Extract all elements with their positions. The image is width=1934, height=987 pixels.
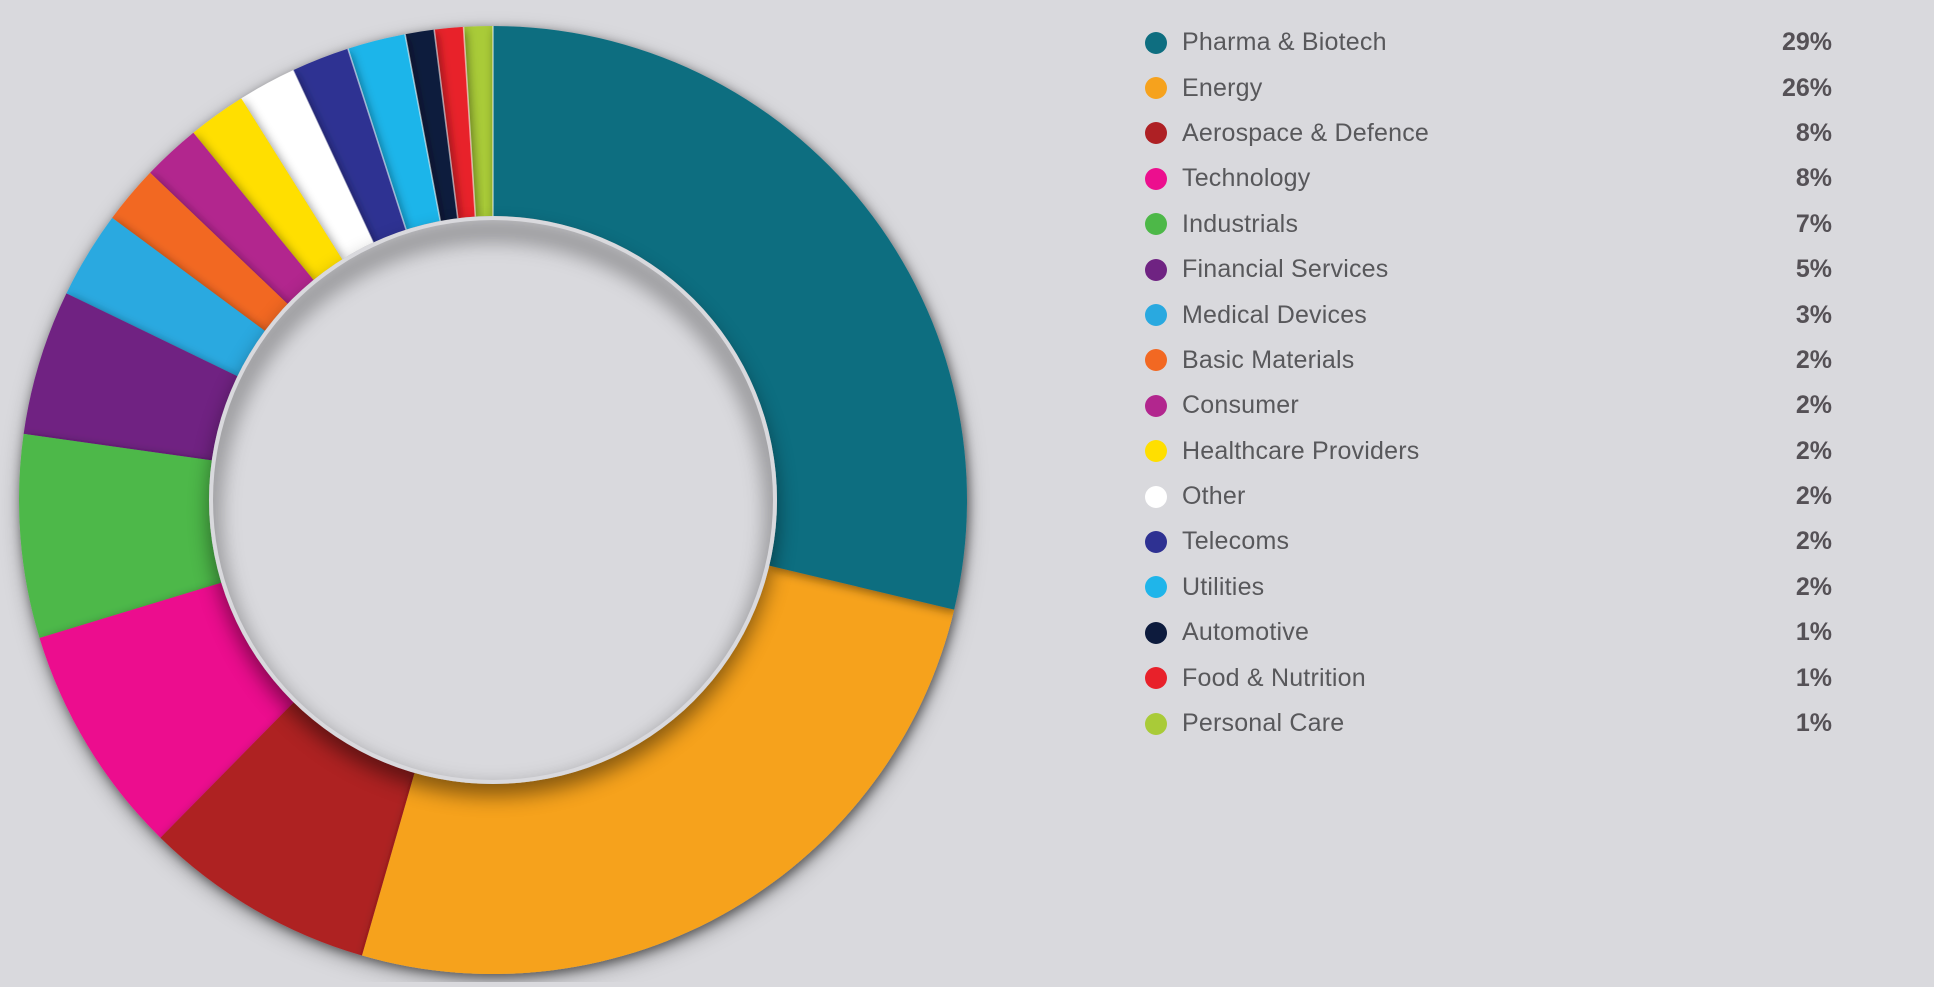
legend-label: Industrials <box>1182 209 1299 238</box>
pie-slice <box>150 132 314 304</box>
legend-item: Telecoms 2% <box>1145 519 1832 564</box>
legend-label: Automotive <box>1182 618 1310 647</box>
legend-item: Utilities 2% <box>1145 565 1832 610</box>
legend-label: Pharma & Biotech <box>1182 28 1387 57</box>
pie-slice <box>362 565 955 975</box>
legend-item: Other 2% <box>1145 474 1832 519</box>
legend-swatch <box>1145 576 1167 599</box>
legend-label: Aerospace & Defence <box>1182 118 1430 147</box>
legend-label: Food & Nutrition <box>1182 663 1366 692</box>
inner-shadow <box>213 220 773 780</box>
legend-item: Healthcare Providers 2% <box>1145 429 1832 474</box>
legend-item: Basic Materials 2% <box>1145 338 1832 383</box>
pie-slice <box>66 217 265 377</box>
legend-value: 2% <box>1795 527 1832 556</box>
legend-swatch <box>1145 440 1167 463</box>
pie-slice <box>39 582 294 838</box>
legend-value: 2% <box>1795 572 1832 601</box>
legend-swatch <box>1145 667 1167 690</box>
legend-value: 5% <box>1795 255 1832 284</box>
legend-label: Healthcare Providers <box>1182 436 1420 465</box>
legend-item: Food & Nutrition 1% <box>1145 655 1832 700</box>
legend-item: Aerospace & Defence 8% <box>1145 111 1832 156</box>
legend-value: 26% <box>1781 73 1832 102</box>
legend-swatch <box>1145 530 1167 553</box>
legend-swatch <box>1145 304 1167 327</box>
legend-value: 1% <box>1795 618 1832 647</box>
pie-slice <box>112 172 288 331</box>
slice-separator <box>347 48 407 230</box>
legend-swatch <box>1145 258 1167 281</box>
legend-value: 1% <box>1795 709 1832 738</box>
legend: Pharma & Biotech 29% Energy 26% Aerospace & … <box>1145 20 1832 746</box>
legend-swatch <box>1145 213 1167 236</box>
pie-slice <box>193 98 343 280</box>
legend-value: 1% <box>1795 663 1832 692</box>
legend-swatch <box>1145 394 1167 417</box>
legend-label: Telecoms <box>1182 527 1290 556</box>
legend-swatch <box>1145 77 1167 100</box>
legend-label: Basic Materials <box>1182 345 1355 374</box>
legend-label: Technology <box>1182 164 1311 193</box>
legend-value: 8% <box>1795 164 1832 193</box>
slice-separator <box>404 34 442 222</box>
legend-item: Technology 8% <box>1145 156 1832 201</box>
legend-label: Energy <box>1182 73 1263 102</box>
legend-label: Other <box>1182 482 1246 511</box>
legend-label: Consumer <box>1182 391 1299 420</box>
slice-separator <box>292 69 374 243</box>
legend-value: 2% <box>1795 436 1832 465</box>
pie-slice <box>160 702 415 956</box>
legend-item: Personal Care 1% <box>1145 701 1832 746</box>
legend-item: Pharma & Biotech 29% <box>1145 20 1832 65</box>
legend-swatch <box>1145 485 1167 508</box>
donut-chart <box>19 26 968 975</box>
legend-label: Financial Services <box>1182 255 1389 284</box>
pie-slice <box>293 48 407 243</box>
legend-item: Consumer 2% <box>1145 383 1832 428</box>
legend-item: Financial Services 5% <box>1145 247 1832 292</box>
slice-separator <box>462 26 477 217</box>
pie-slice <box>241 70 374 260</box>
pie-slice <box>493 26 968 610</box>
donut-hole <box>209 216 777 784</box>
donut-chart-svg <box>19 26 968 975</box>
pie-slice <box>19 433 222 639</box>
slice-separator <box>433 29 459 219</box>
pie-slice <box>405 29 458 221</box>
legend-value: 7% <box>1795 209 1832 238</box>
legend-value: 2% <box>1795 391 1832 420</box>
legend-swatch <box>1145 167 1167 190</box>
pie-slice <box>347 34 441 230</box>
legend-swatch <box>1145 712 1167 735</box>
legend-value: 3% <box>1795 300 1832 329</box>
legend-item: Medical Devices 3% <box>1145 292 1832 337</box>
legend-label: Personal Care <box>1182 709 1345 738</box>
legend-value: 8% <box>1795 118 1832 147</box>
legend-label: Medical Devices <box>1182 300 1368 329</box>
legend-value: 2% <box>1795 482 1832 511</box>
pie-slice <box>23 293 238 461</box>
legend-label: Utilities <box>1182 572 1265 601</box>
legend-swatch <box>1145 31 1167 54</box>
legend-item: Energy 26% <box>1145 65 1832 110</box>
legend-swatch <box>1145 349 1167 372</box>
legend-swatch <box>1145 621 1167 644</box>
legend-item: Industrials 7% <box>1145 202 1832 247</box>
legend-item: Automotive 1% <box>1145 610 1832 655</box>
pie-slice <box>434 26 476 219</box>
legend-value: 29% <box>1781 28 1832 57</box>
legend-value: 2% <box>1795 345 1832 374</box>
legend-swatch <box>1145 122 1167 145</box>
pie-slice <box>463 26 493 217</box>
